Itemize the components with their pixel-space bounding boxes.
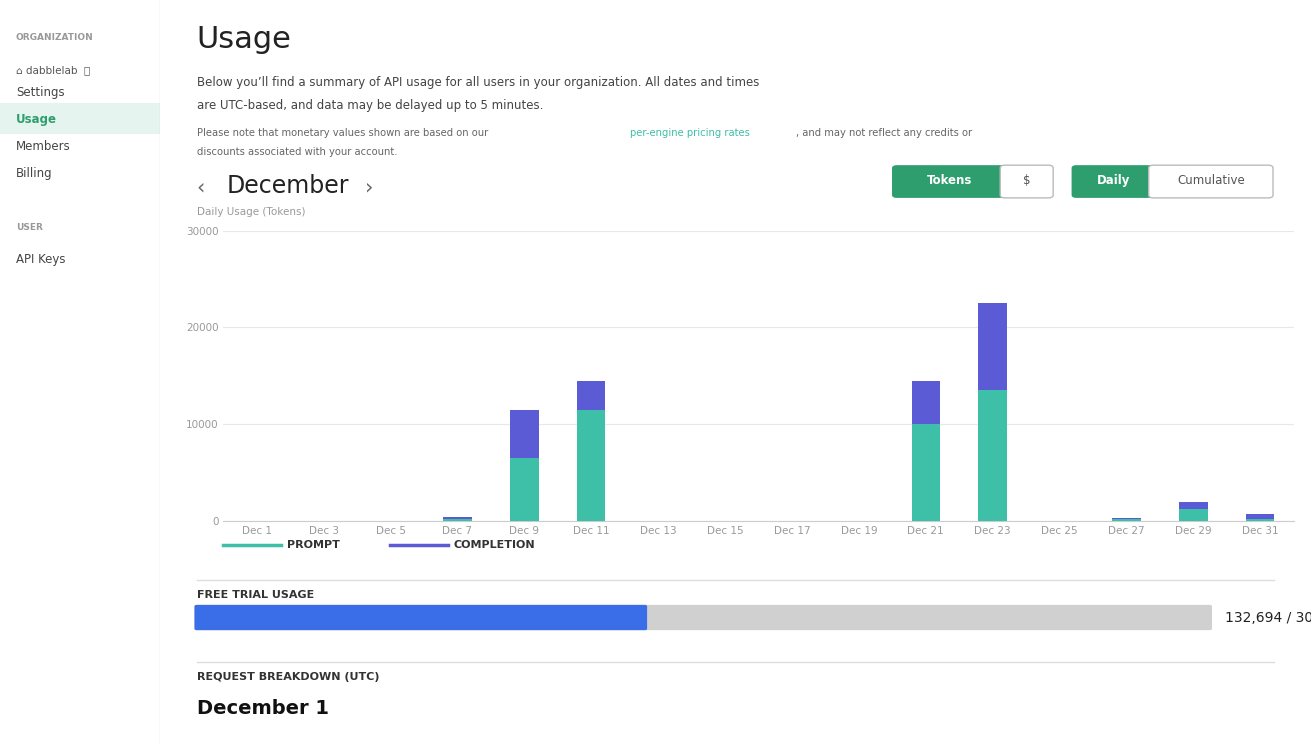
Bar bbox=[911, 380, 940, 424]
Text: FREE TRIAL USAGE: FREE TRIAL USAGE bbox=[197, 590, 315, 600]
Text: ‹: ‹ bbox=[197, 177, 205, 197]
Text: , and may not reflect any credits or: , and may not reflect any credits or bbox=[797, 128, 973, 138]
Bar bbox=[510, 409, 539, 458]
Bar bbox=[1179, 509, 1207, 521]
Bar bbox=[577, 380, 606, 409]
Text: Below you’ll find a summary of API usage for all users in your organization. All: Below you’ll find a summary of API usage… bbox=[197, 76, 759, 89]
FancyBboxPatch shape bbox=[1071, 165, 1155, 198]
Text: Settings: Settings bbox=[16, 86, 64, 99]
FancyBboxPatch shape bbox=[1148, 165, 1273, 198]
Text: REQUEST BREAKDOWN (UTC): REQUEST BREAKDOWN (UTC) bbox=[197, 672, 379, 682]
FancyBboxPatch shape bbox=[891, 165, 1007, 198]
Bar bbox=[577, 409, 606, 521]
Bar bbox=[510, 458, 539, 521]
Bar bbox=[978, 303, 1007, 390]
Text: ORGANIZATION: ORGANIZATION bbox=[16, 33, 94, 42]
Text: are UTC-based, and data may be delayed up to 5 minutes.: are UTC-based, and data may be delayed u… bbox=[197, 99, 543, 112]
Text: Daily: Daily bbox=[1097, 174, 1130, 187]
Text: December: December bbox=[227, 174, 349, 198]
FancyBboxPatch shape bbox=[1000, 165, 1053, 198]
Text: Members: Members bbox=[16, 140, 71, 153]
Bar bbox=[1112, 518, 1141, 519]
FancyBboxPatch shape bbox=[194, 605, 1211, 630]
Bar bbox=[1245, 514, 1274, 519]
FancyBboxPatch shape bbox=[194, 605, 648, 630]
Text: PROMPT: PROMPT bbox=[287, 539, 340, 550]
Bar bbox=[443, 519, 472, 521]
Text: December 1: December 1 bbox=[197, 699, 329, 719]
Bar bbox=[978, 390, 1007, 521]
Text: ›: › bbox=[364, 177, 374, 197]
Text: per-engine pricing rates: per-engine pricing rates bbox=[629, 128, 750, 138]
Bar bbox=[911, 424, 940, 521]
Text: Billing: Billing bbox=[16, 167, 52, 179]
Text: 132,694 / 300,000: 132,694 / 300,000 bbox=[1224, 611, 1311, 624]
Text: Please note that monetary values shown are based on our: Please note that monetary values shown a… bbox=[197, 128, 492, 138]
Text: $: $ bbox=[1023, 174, 1030, 187]
Bar bbox=[1112, 519, 1141, 521]
Text: ⌂ dabblelab  ⓘ: ⌂ dabblelab ⓘ bbox=[16, 65, 90, 75]
Bar bbox=[443, 517, 472, 519]
Text: API Keys: API Keys bbox=[16, 253, 66, 266]
Bar bbox=[0, 103, 160, 134]
Text: Usage: Usage bbox=[197, 25, 291, 54]
Text: Tokens: Tokens bbox=[927, 174, 973, 187]
Bar bbox=[1245, 519, 1274, 521]
Text: Cumulative: Cumulative bbox=[1177, 174, 1244, 187]
Text: Daily Usage (Tokens): Daily Usage (Tokens) bbox=[197, 207, 305, 217]
Text: COMPLETION: COMPLETION bbox=[454, 539, 535, 550]
Bar bbox=[1179, 502, 1207, 509]
Text: discounts associated with your account.: discounts associated with your account. bbox=[197, 147, 397, 156]
Text: USER: USER bbox=[16, 223, 43, 232]
Text: Usage: Usage bbox=[16, 113, 56, 126]
